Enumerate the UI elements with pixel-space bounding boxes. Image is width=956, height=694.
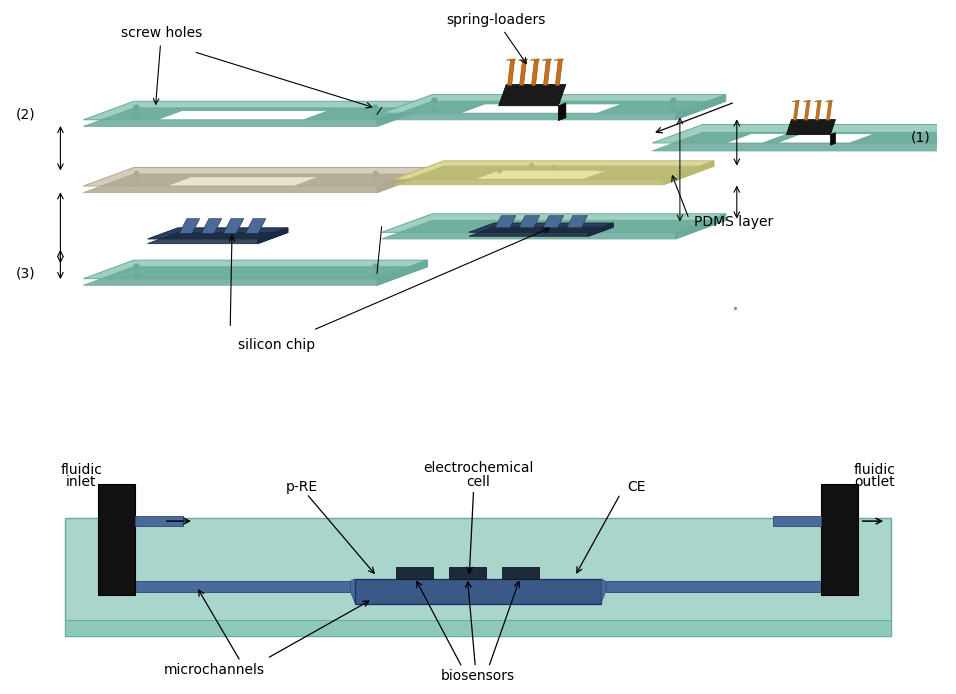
Polygon shape: [772, 516, 821, 526]
Polygon shape: [821, 484, 858, 595]
Polygon shape: [180, 219, 200, 233]
Polygon shape: [495, 216, 516, 228]
Polygon shape: [65, 620, 891, 636]
Polygon shape: [202, 219, 222, 233]
Polygon shape: [393, 161, 714, 179]
Text: inlet: inlet: [66, 475, 97, 489]
Polygon shape: [381, 101, 726, 120]
Polygon shape: [135, 516, 184, 526]
Polygon shape: [246, 219, 266, 233]
Polygon shape: [468, 227, 614, 236]
Polygon shape: [98, 484, 135, 595]
Polygon shape: [506, 59, 516, 60]
Text: fluidic: fluidic: [854, 464, 896, 477]
Polygon shape: [825, 101, 834, 102]
Polygon shape: [815, 101, 821, 120]
Polygon shape: [377, 101, 427, 126]
Polygon shape: [787, 119, 836, 135]
Polygon shape: [543, 59, 551, 85]
Text: (3): (3): [16, 266, 35, 280]
Polygon shape: [258, 228, 288, 244]
Polygon shape: [120, 581, 351, 592]
Polygon shape: [518, 59, 528, 60]
Polygon shape: [530, 59, 540, 60]
Polygon shape: [449, 568, 486, 579]
Polygon shape: [675, 94, 726, 120]
Polygon shape: [351, 579, 355, 602]
Polygon shape: [793, 101, 800, 102]
Polygon shape: [663, 161, 714, 185]
Polygon shape: [555, 59, 562, 85]
Text: PDMS layer: PDMS layer: [694, 215, 772, 230]
Polygon shape: [542, 59, 552, 60]
Polygon shape: [543, 216, 564, 228]
Text: (2): (2): [16, 108, 35, 121]
Polygon shape: [519, 59, 527, 85]
Polygon shape: [393, 166, 714, 185]
Polygon shape: [381, 214, 726, 232]
Polygon shape: [831, 133, 836, 145]
Text: biosensors: biosensors: [441, 669, 515, 684]
Polygon shape: [588, 223, 614, 236]
Polygon shape: [147, 228, 288, 239]
Polygon shape: [166, 177, 319, 186]
Text: (1): (1): [911, 130, 931, 144]
Polygon shape: [377, 167, 427, 193]
Polygon shape: [355, 579, 601, 604]
Polygon shape: [803, 101, 812, 102]
Polygon shape: [567, 216, 588, 228]
Polygon shape: [652, 124, 956, 143]
Polygon shape: [815, 101, 822, 102]
Polygon shape: [83, 266, 427, 285]
Polygon shape: [946, 124, 956, 151]
Polygon shape: [83, 260, 427, 279]
Text: p-RE: p-RE: [286, 480, 318, 493]
Polygon shape: [473, 170, 609, 179]
Polygon shape: [554, 59, 564, 60]
Polygon shape: [83, 108, 427, 126]
Text: cell: cell: [467, 475, 489, 489]
Polygon shape: [605, 581, 836, 592]
Polygon shape: [532, 59, 538, 85]
Polygon shape: [824, 526, 837, 581]
Text: spring-loaders: spring-loaders: [446, 13, 546, 64]
Text: microchannels: microchannels: [163, 663, 265, 677]
Polygon shape: [65, 518, 891, 636]
Text: electrochemical: electrochemical: [423, 461, 533, 475]
Polygon shape: [119, 526, 132, 581]
Polygon shape: [396, 568, 433, 579]
Polygon shape: [381, 221, 726, 239]
Text: silicon chip: silicon chip: [237, 338, 315, 353]
Polygon shape: [558, 103, 566, 121]
Text: CE: CE: [627, 480, 645, 493]
Polygon shape: [776, 134, 875, 143]
Polygon shape: [83, 167, 427, 186]
Polygon shape: [508, 59, 514, 85]
Polygon shape: [826, 101, 832, 120]
Polygon shape: [793, 101, 799, 120]
Text: fluidic: fluidic: [60, 464, 102, 477]
Polygon shape: [502, 568, 538, 579]
Polygon shape: [601, 579, 605, 602]
Polygon shape: [519, 216, 540, 228]
Polygon shape: [381, 94, 726, 113]
Polygon shape: [147, 232, 288, 244]
Polygon shape: [675, 214, 726, 239]
Polygon shape: [83, 174, 427, 193]
Polygon shape: [224, 219, 244, 233]
Polygon shape: [499, 85, 566, 105]
Polygon shape: [468, 223, 614, 232]
Polygon shape: [157, 110, 329, 120]
Text: screw holes: screw holes: [120, 26, 202, 104]
Polygon shape: [377, 260, 427, 285]
Polygon shape: [460, 104, 622, 113]
Polygon shape: [804, 101, 810, 120]
Polygon shape: [726, 134, 788, 143]
Text: outlet: outlet: [855, 475, 895, 489]
Polygon shape: [83, 101, 427, 120]
Polygon shape: [652, 133, 956, 151]
